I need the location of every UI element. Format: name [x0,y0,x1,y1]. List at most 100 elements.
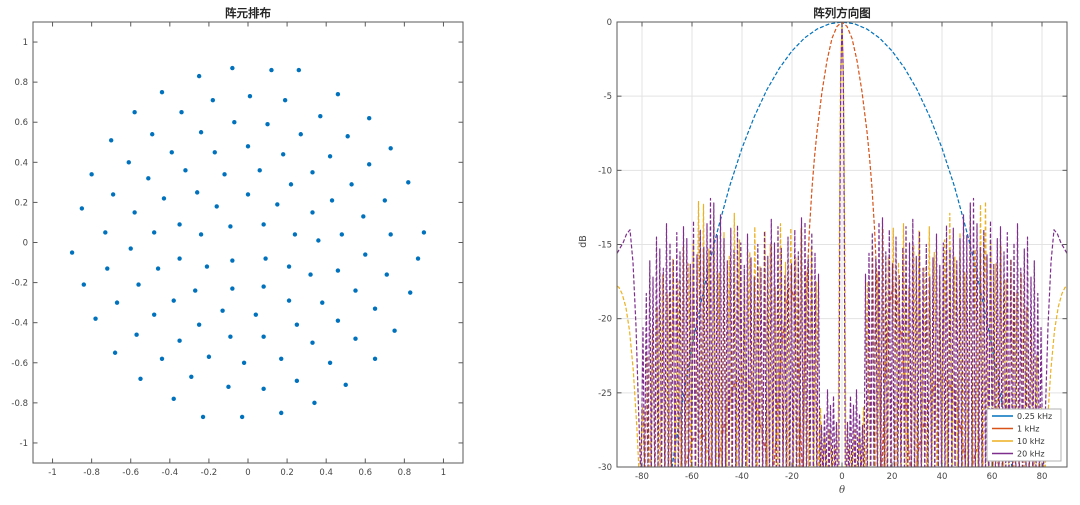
legend-item[interactable]: 1 kHz [992,425,1039,434]
scatter-point [261,222,266,227]
left-chart-title: 阵元排布 [225,6,271,20]
legend-label: 0.25 kHz [1017,412,1052,421]
scatter-point [89,172,94,177]
scatter-point [308,272,313,277]
scatter-point [366,116,372,121]
scatter-point [372,356,378,361]
scatter-point [228,224,233,229]
scatter-point [193,288,198,293]
scatter-point [247,93,253,99]
scatter-point [128,246,133,251]
x-tick-label: 20 [887,472,898,482]
scatter-point [310,340,315,345]
scatter-point [194,190,200,195]
scatter-point [286,298,292,303]
x-tick-label: 40 [937,472,948,482]
x-tick-label: 0.8 [398,468,412,478]
scatter-point [388,146,393,151]
right-x-axis-label: θ [838,485,846,496]
scatter-point [230,286,235,291]
scatter-point [155,266,161,271]
y-tick-label: 0.2 [14,198,28,208]
scatter-point [353,336,358,341]
scatter-point [232,120,237,125]
scatter-point [384,272,389,277]
y-tick-label: -0.8 [11,399,28,409]
scatter-point [320,300,325,305]
scatter-point [353,288,358,293]
scatter-point [132,210,137,215]
scatter-point [132,110,137,115]
x-tick-label: 0 [839,472,844,482]
scatter-point [239,414,245,420]
scatter-point [335,91,341,97]
scatter-point [316,238,321,243]
scatter-point [230,65,235,71]
scatter-point [222,172,227,177]
scatter-point [392,328,397,333]
scatter-point [79,206,85,211]
scatter-point [294,378,300,384]
scatter-point [151,312,157,317]
scatter-point [212,150,217,155]
scatter-point [318,114,323,119]
y-tick-label: -15 [598,241,612,251]
scatter-point [171,298,176,303]
legend-label: 1 kHz [1017,425,1039,434]
legend-item[interactable]: 10 kHz [992,437,1045,446]
legend-label: 10 kHz [1017,437,1045,446]
scatter-point [169,150,174,155]
chart-0: -1 -0.8 -0.6 -0.4 -0.2 0 0.2 0.4 0.6 0.8 1 -1 -0.8 -0… [11,21,464,478]
scatter-point [161,196,167,201]
x-tick-label: 0.2 [280,468,294,478]
x-tick-label: -40 [735,472,749,482]
scatter-point [288,182,294,187]
legend-box[interactable] [986,408,1062,462]
y-tick-label: -10 [598,166,612,176]
x-tick-label: -20 [785,472,799,482]
y-tick-label: -0.6 [11,359,28,369]
scatter-point [198,232,204,237]
x-tick-label: 0 [245,468,250,478]
right-y-axis-label: dB [577,235,589,248]
scatter-point [146,176,151,181]
scatter-point [279,410,284,416]
scatter-point [245,144,251,149]
x-tick-label: -0.2 [201,468,218,478]
scatter-point [327,154,333,159]
legend[interactable]: 0.25 kHz 1 kHz 10 kHz 20 kHz [986,408,1062,462]
scatter-point [361,214,366,219]
scatter-point [261,334,266,339]
scatter-point [310,210,315,215]
scatter-point [198,130,204,135]
scatter-point [196,73,202,79]
scatter-point [179,110,184,115]
scatter-point [261,386,266,392]
scatter-point [126,160,131,165]
y-tick-label: 1 [23,38,28,48]
scatter-point [177,256,182,261]
scatter-point [245,192,251,197]
scatter-point [415,256,421,261]
y-tick-label: -5 [604,92,612,102]
x-tick-label: -1 [48,468,56,478]
series-group [617,22,1067,467]
scatter-point [105,266,110,271]
scatter-point [408,290,413,295]
y-tick-label: 0 [607,18,612,28]
scatter-point [345,134,350,139]
scatter-point [421,230,427,235]
scatter-point [81,282,87,287]
scatter-point [257,168,262,173]
scatter-point [134,332,139,337]
scatter-point [200,414,206,420]
legend-item[interactable]: 0.25 kHz [992,412,1052,421]
x-tick-label: 1 [441,468,446,478]
legend-item[interactable]: 20 kHz [992,450,1045,459]
scatter-point [159,356,165,361]
scatter-point [329,198,335,203]
scatter-point [206,354,212,359]
scatter-point [279,356,284,361]
x-tick-label: -0.6 [122,468,139,478]
